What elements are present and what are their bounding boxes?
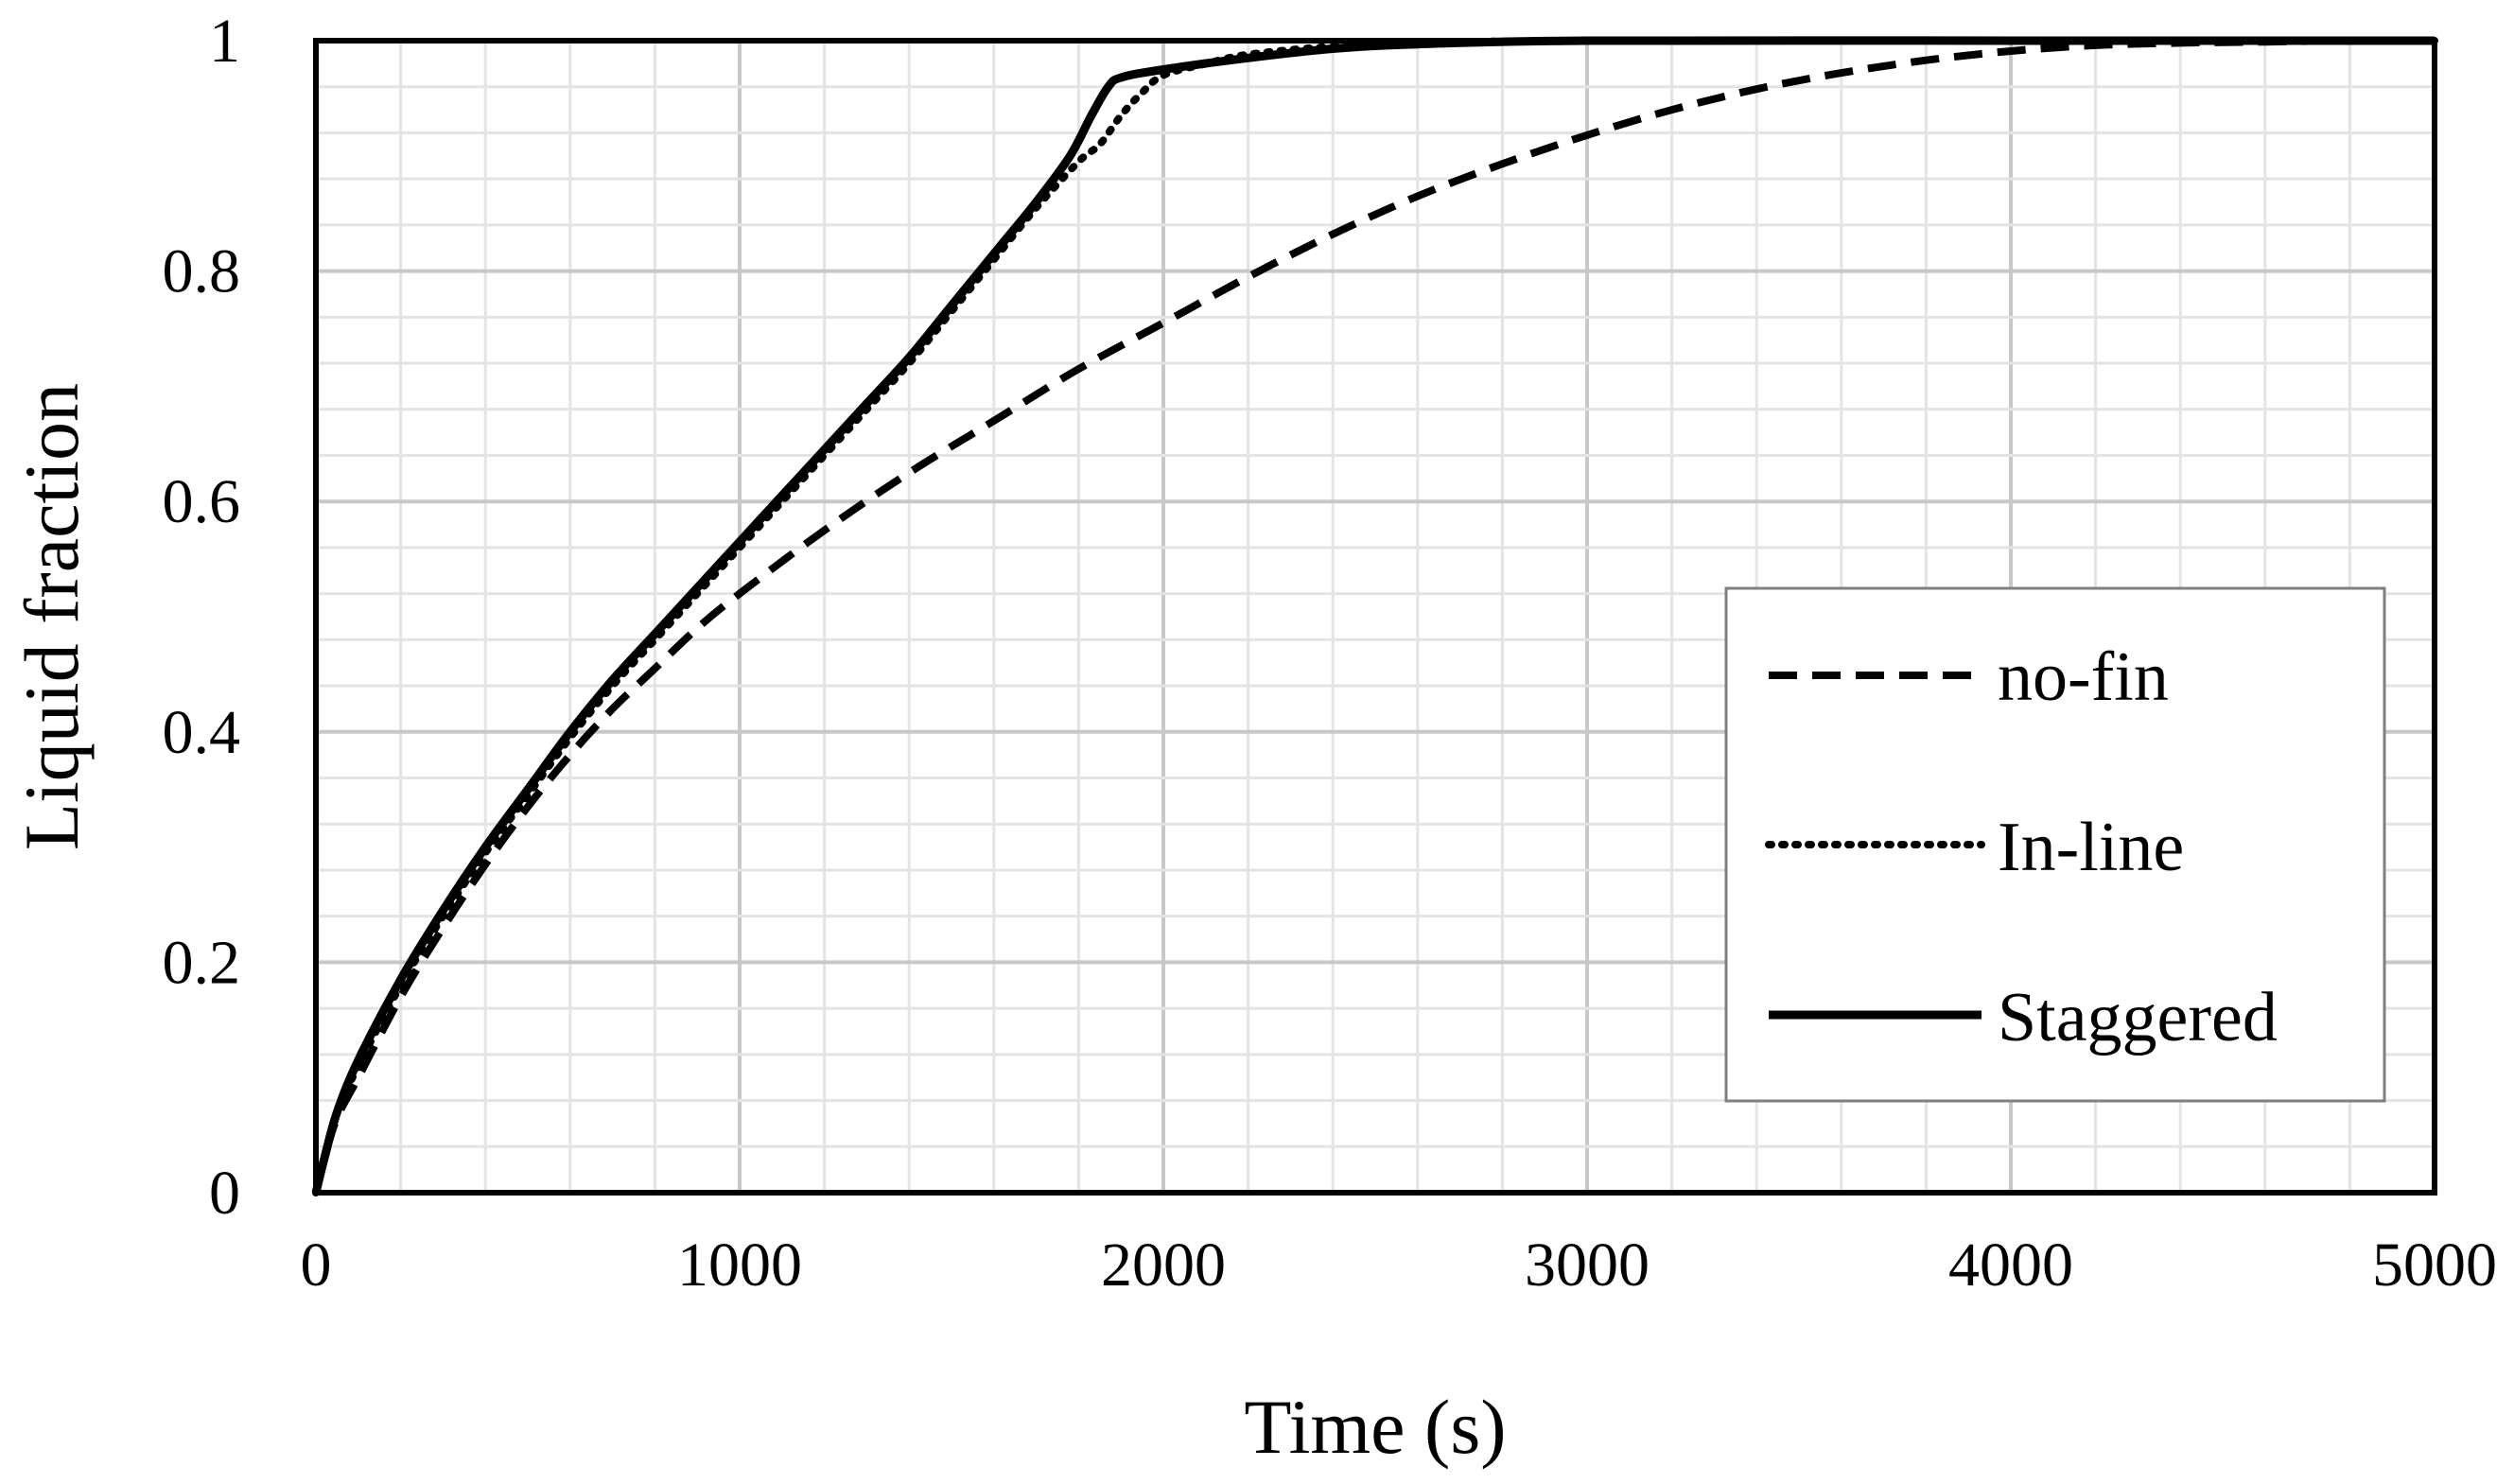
x-axis-title: Time (s): [1244, 1384, 1506, 1470]
x-tick-label: 3000: [1525, 1231, 1650, 1300]
plot-area-frame: [313, 38, 2437, 1196]
x-tick-label: 4000: [1948, 1231, 2073, 1300]
legend-label-staggered: Staggered: [1998, 979, 2278, 1056]
x-tick-label: 2000: [1101, 1231, 1226, 1300]
y-axis-title: Liquid fraction: [9, 383, 95, 850]
tick-labels: 0 1000 2000 3000 4000 5000 0 0.2 0.4 0.6 0.8 1: [163, 7, 2498, 1300]
y-tick-label: 0: [209, 1159, 240, 1228]
y-tick-label: 1: [209, 7, 240, 76]
x-tick-label: 5000: [2372, 1231, 2497, 1300]
legend-label-in-line: In-line: [1998, 809, 2184, 886]
y-tick-label: 0.4: [163, 698, 241, 767]
y-tick-label: 0.8: [163, 237, 241, 306]
series-line-no-fin: [312, 36, 2435, 1194]
y-tick-label: 0.2: [163, 928, 241, 997]
y-tick-label: 0.6: [163, 467, 241, 536]
legend-label-no-fin: no-fin: [1998, 638, 2169, 716]
x-tick-label: 1000: [677, 1231, 802, 1300]
x-tick-label: 0: [301, 1231, 332, 1300]
legend: no-fin In-line Staggered: [1724, 586, 2386, 1103]
